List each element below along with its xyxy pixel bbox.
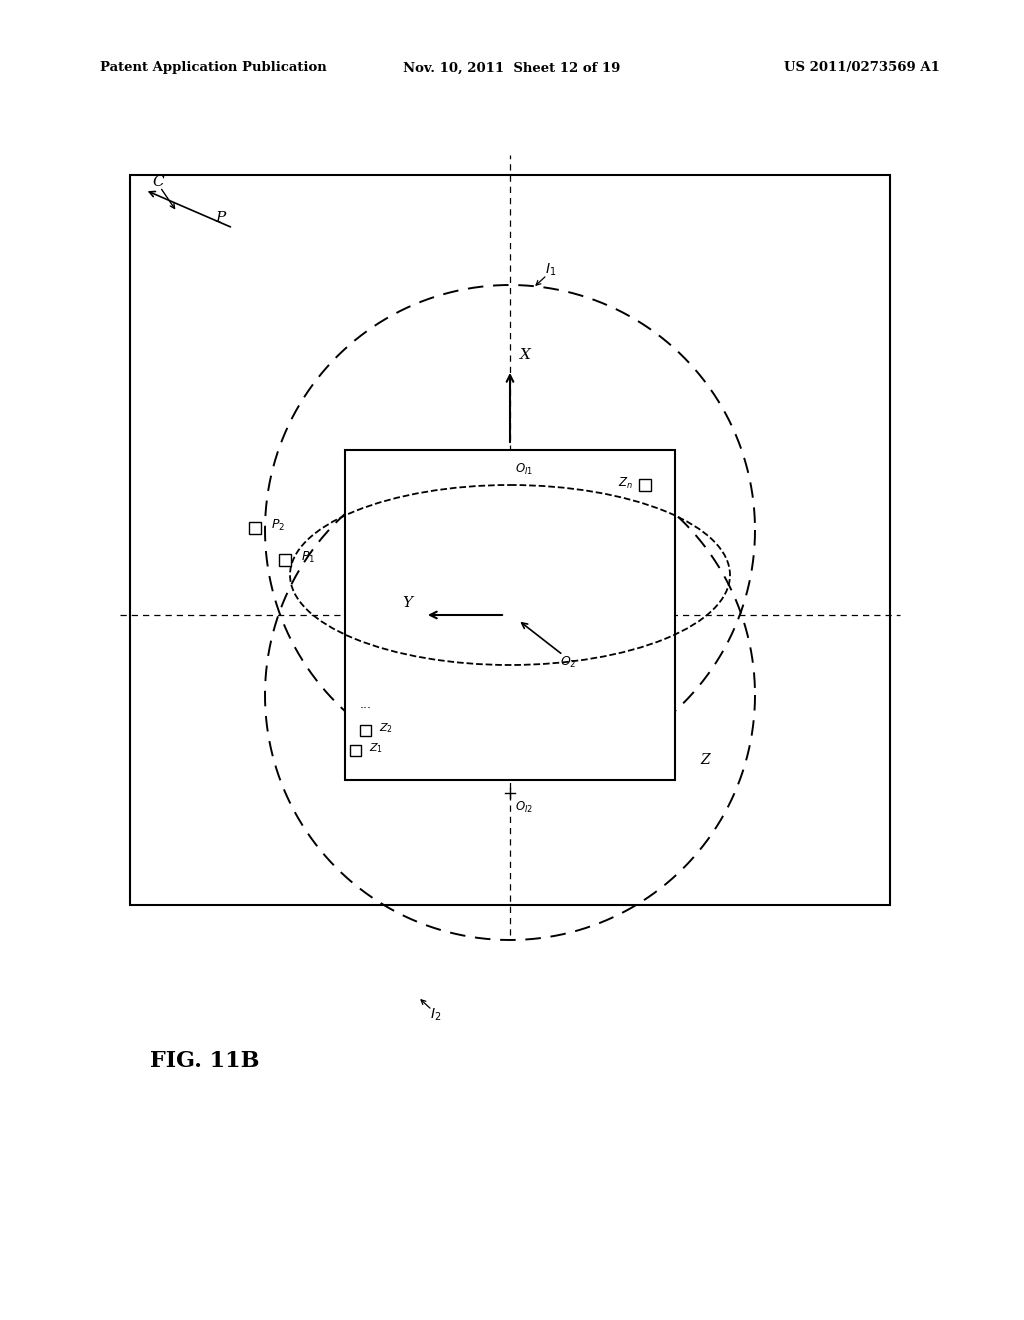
Text: X: X xyxy=(520,348,530,362)
Text: $I_2$: $I_2$ xyxy=(430,1007,441,1023)
Text: $O_2$: $O_2$ xyxy=(560,655,577,671)
Text: US 2011/0273569 A1: US 2011/0273569 A1 xyxy=(784,62,940,74)
Bar xyxy=(639,479,651,491)
Text: $P_1$: $P_1$ xyxy=(301,549,315,565)
Text: C: C xyxy=(152,176,164,189)
Text: FIG. 11B: FIG. 11B xyxy=(150,1049,259,1072)
Text: $P_2$: $P_2$ xyxy=(271,517,285,532)
Text: Nov. 10, 2011  Sheet 12 of 19: Nov. 10, 2011 Sheet 12 of 19 xyxy=(403,62,621,74)
Bar xyxy=(279,554,291,566)
Bar xyxy=(349,744,360,755)
Text: Patent Application Publication: Patent Application Publication xyxy=(100,62,327,74)
Bar xyxy=(359,725,371,735)
Text: $O_{I2}$: $O_{I2}$ xyxy=(515,800,534,814)
Text: Y: Y xyxy=(401,597,412,610)
Text: $Z_2$: $Z_2$ xyxy=(379,721,393,735)
Bar xyxy=(345,450,675,780)
Text: $O_{I1}$: $O_{I1}$ xyxy=(515,462,534,477)
Bar xyxy=(130,176,890,906)
Text: $Z_n$: $Z_n$ xyxy=(618,475,633,491)
Bar xyxy=(249,521,261,535)
Text: ...: ... xyxy=(360,698,372,711)
Text: $I_1$: $I_1$ xyxy=(545,261,556,279)
Text: P: P xyxy=(215,211,225,224)
Text: Z: Z xyxy=(700,752,710,767)
Text: $Z_1$: $Z_1$ xyxy=(369,741,383,755)
